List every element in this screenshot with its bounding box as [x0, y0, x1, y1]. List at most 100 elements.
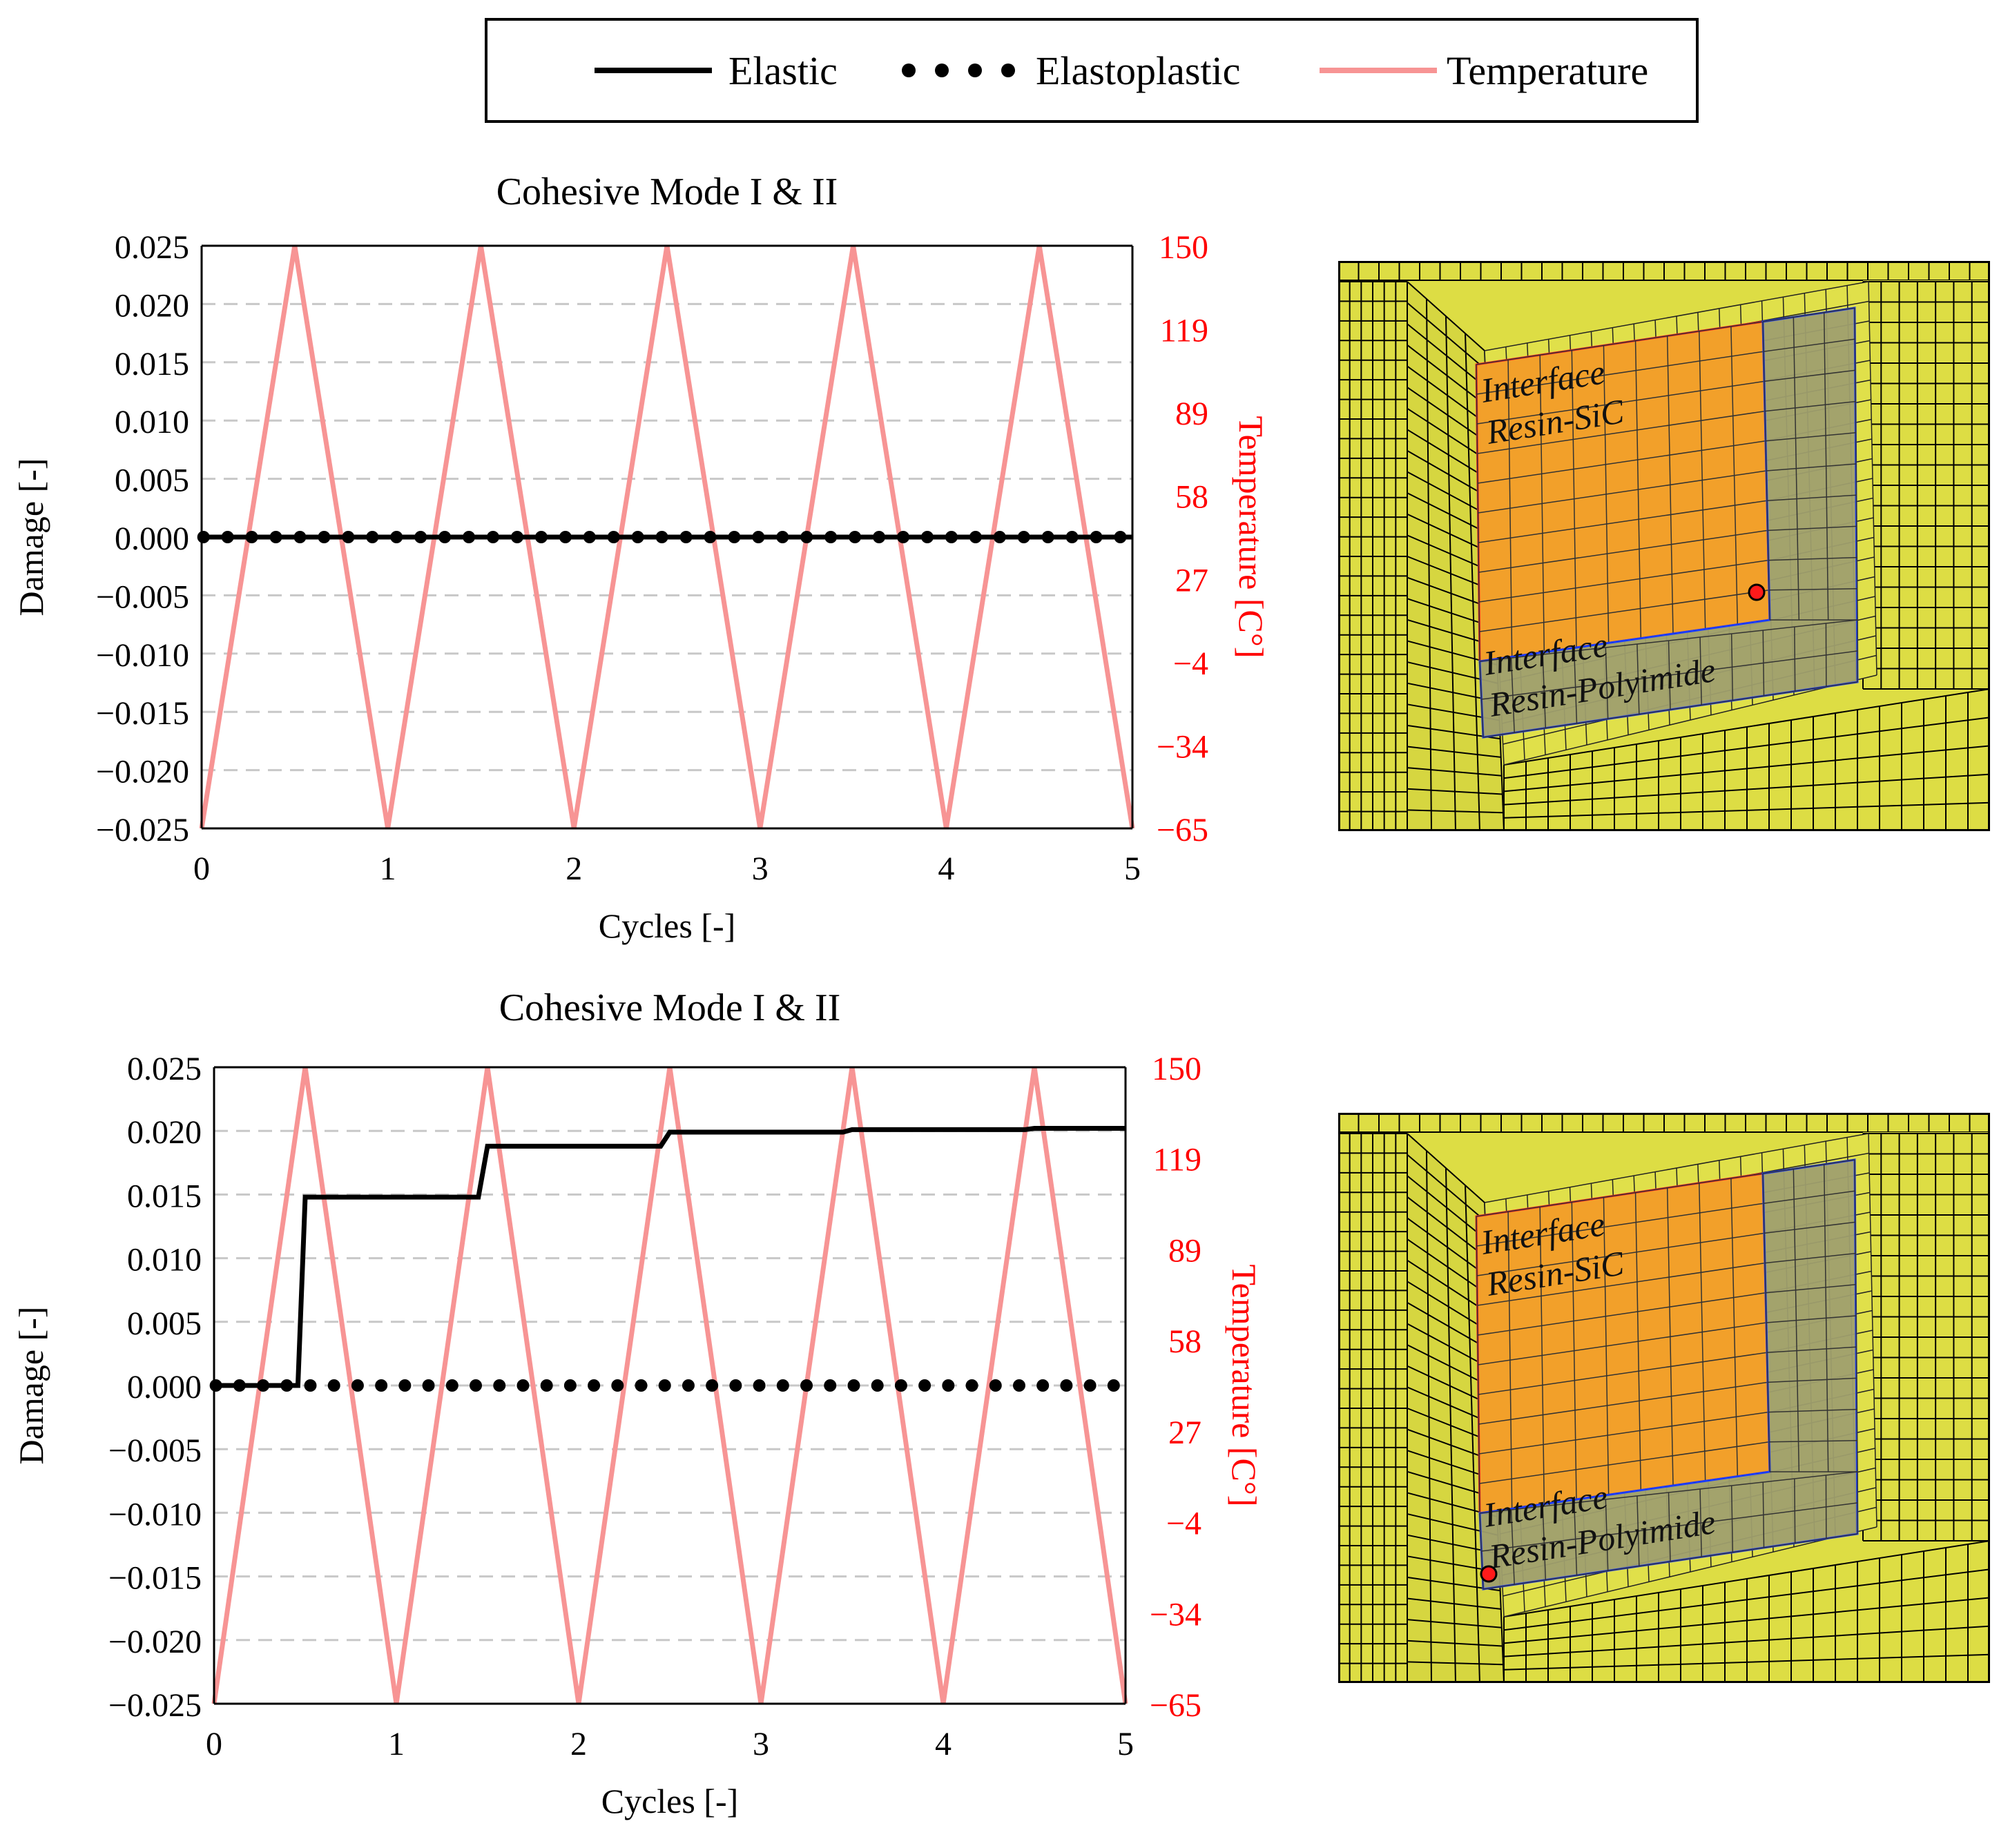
- x-tick-label: 0: [206, 1726, 222, 1762]
- series-dot: [318, 531, 331, 543]
- series-dot: [658, 1379, 671, 1392]
- mesh-line: [1407, 1259, 1490, 1314]
- x-tick-label: 1: [380, 850, 396, 887]
- series-dot: [965, 1379, 978, 1392]
- mesh-marker-point: [1748, 583, 1766, 601]
- y-tick-label: −0.015: [108, 1560, 202, 1597]
- mesh-line: [1479, 590, 1770, 632]
- series-dot: [1083, 1379, 1097, 1392]
- y2-axis-label: Temperature [C°]: [1232, 416, 1271, 658]
- series-dot: [280, 1379, 293, 1392]
- y-tick-label: −0.020: [96, 754, 189, 790]
- series-dot: [540, 1379, 553, 1392]
- mesh-line: [1768, 556, 1857, 561]
- y2-tick-label: 89: [1168, 1232, 1201, 1269]
- mesh-line: [1407, 323, 1487, 389]
- series-dot: [390, 531, 403, 543]
- mesh-line: [1476, 380, 1765, 425]
- x-tick-label: 5: [1124, 850, 1141, 887]
- chart-bottom: Cohesive Mode I & II 0.025 0.020 0.015 0.010…: [12, 986, 1264, 1820]
- legend: Elastic Elastoplastic Temperature: [485, 18, 1699, 123]
- mesh-line: [1477, 1262, 1766, 1306]
- y-tick-label: 0.010: [115, 404, 189, 440]
- series-dot: [942, 1379, 955, 1392]
- mesh-line: [1407, 429, 1491, 481]
- y2-tick-label: −34: [1157, 728, 1208, 765]
- y2-tick-label: −4: [1166, 1506, 1201, 1542]
- series-dot: [563, 1379, 577, 1392]
- series-dot: [897, 531, 910, 543]
- series-dot: [849, 531, 862, 543]
- mesh-line: [1479, 1471, 1858, 1514]
- mesh-line: [1407, 302, 1486, 370]
- series-dot: [438, 531, 452, 543]
- x-tick-label: 3: [753, 1726, 769, 1762]
- mesh-line: [1768, 588, 1857, 591]
- series-dots-elastoplastic: [197, 531, 1127, 543]
- legend-swatch-solid-pink: [1320, 68, 1437, 73]
- y-axis-label: Damage [-]: [12, 1306, 50, 1464]
- series-dot: [1090, 531, 1103, 543]
- x-tick-label: 1: [388, 1726, 405, 1762]
- mesh-line: [1503, 1568, 1990, 1631]
- series-dot: [989, 1379, 1002, 1392]
- y-tick-label: −0.015: [96, 695, 189, 732]
- mesh-line: [1483, 1533, 1858, 1590]
- mesh-line: [1478, 1411, 1769, 1455]
- y-tick-label: 0.025: [127, 1051, 202, 1087]
- mesh-line: [1407, 281, 1485, 351]
- legend-label: Elastic: [728, 48, 838, 93]
- mesh-line: [1407, 1619, 1502, 1628]
- series-dot: [233, 1379, 246, 1392]
- series-dot: [611, 1379, 624, 1392]
- y-tick-label: −0.005: [108, 1432, 202, 1469]
- mesh-line: [1407, 1597, 1501, 1610]
- y2-tick-label: 89: [1175, 396, 1208, 432]
- series-dot: [918, 1379, 931, 1392]
- mesh-frame: [1338, 261, 1990, 831]
- mesh-line: [1476, 321, 1764, 365]
- mesh-line: [1407, 365, 1488, 425]
- series-dot: [635, 1379, 648, 1392]
- series-dot: [945, 531, 958, 543]
- series-dot: [342, 531, 355, 543]
- mesh-line: [1484, 1133, 1869, 1203]
- mesh-line: [1407, 1217, 1488, 1277]
- mesh-line: [1476, 1203, 1764, 1247]
- y2-tick-label: 27: [1168, 1414, 1201, 1451]
- chart-title: Cohesive Mode I & II: [496, 171, 838, 213]
- mesh-line: [1503, 1625, 1990, 1657]
- mesh-line: [1481, 650, 1858, 700]
- mesh-line: [1407, 746, 1501, 758]
- x-tick-label: 4: [935, 1726, 952, 1762]
- series-dot: [1017, 531, 1030, 543]
- mesh-line: [1476, 351, 1764, 395]
- y2-tick-label: −65: [1150, 1687, 1201, 1724]
- mesh-line: [1407, 1196, 1487, 1259]
- series-dot: [1114, 531, 1127, 543]
- series-dot: [631, 531, 644, 543]
- mesh-line: [1763, 1190, 1855, 1204]
- mesh-line: [1503, 1597, 1990, 1644]
- mesh-line: [1407, 387, 1489, 444]
- mesh-line: [1768, 1440, 1857, 1443]
- y2-tick-label: 150: [1152, 1051, 1201, 1087]
- mesh-line: [1407, 1281, 1491, 1333]
- mesh-line: [1479, 1441, 1770, 1484]
- series-dot: [729, 1379, 742, 1392]
- y2-tick-label: −34: [1150, 1596, 1201, 1633]
- series-dot: [486, 531, 499, 543]
- series-dot: [583, 531, 596, 543]
- y2-tick-label: 119: [1153, 1142, 1201, 1178]
- series-dot: [776, 531, 789, 543]
- series-dot: [197, 531, 210, 543]
- mesh-line: [1503, 773, 1990, 806]
- chart-top: Cohesive Mode I & II 0.025 0.020 0.015 0.010…: [12, 171, 1271, 945]
- mesh-line: [1766, 463, 1857, 471]
- y2-tick-label: 58: [1175, 479, 1208, 516]
- legend-item-elastoplastic: Elastoplastic: [902, 21, 1240, 120]
- x-tick-label: 2: [566, 850, 582, 887]
- series-dot: [1060, 1379, 1073, 1392]
- mesh-line: [1503, 1653, 1990, 1671]
- mesh-line: [1407, 788, 1503, 795]
